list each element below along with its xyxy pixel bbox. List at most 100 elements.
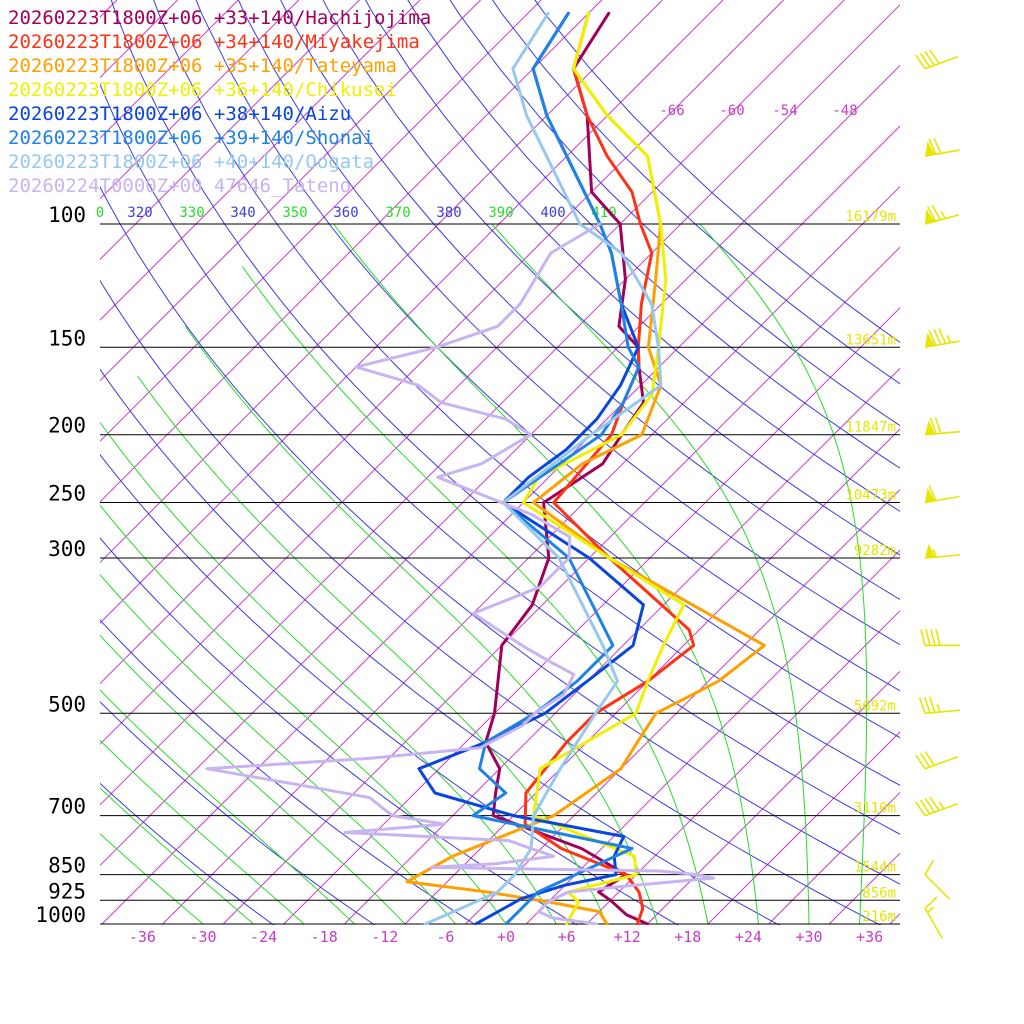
isotherm-line bbox=[889, 913, 900, 925]
isotherm-line bbox=[100, 0, 421, 321]
wind-barb-flag bbox=[929, 417, 937, 435]
dry-adiabat-line bbox=[100, 279, 882, 925]
isotherm-line bbox=[100, 64, 900, 867]
legend-entry: 20260223T1800Z+06 +33+140/Hachijojima bbox=[8, 7, 431, 29]
wind-barb-half-flag bbox=[932, 548, 937, 558]
moist-adiabat-line bbox=[100, 689, 355, 925]
moist-adiabat-line bbox=[100, 739, 305, 925]
wind-barb-staff bbox=[924, 495, 960, 504]
height-label: 11847m bbox=[845, 420, 896, 436]
dry-adiabat-line bbox=[153, 0, 900, 739]
wind-barb-flag bbox=[928, 696, 936, 713]
isotherm-line bbox=[100, 0, 481, 382]
temperature-tick-label: +18 bbox=[674, 928, 701, 946]
wind-barb-staff bbox=[924, 908, 944, 940]
moist-adiabat-line bbox=[699, 223, 868, 925]
pressure-label: 925 bbox=[48, 879, 86, 903]
wind-barb bbox=[924, 860, 951, 900]
wind-barb-flag bbox=[928, 485, 937, 501]
wind-barb bbox=[918, 696, 960, 715]
pressure-label: 1000 bbox=[35, 903, 86, 927]
height-label: 1544m bbox=[854, 860, 896, 876]
wind-barb-flag bbox=[929, 796, 940, 811]
isotherm-line bbox=[100, 0, 663, 564]
isotherm-line bbox=[525, 549, 900, 925]
wind-barb-staff bbox=[924, 55, 959, 70]
isotherm-line bbox=[1011, 0, 1024, 924]
theta-label: 330 bbox=[179, 205, 204, 221]
pressure-label: 700 bbox=[48, 795, 86, 819]
dry-adiabat-line bbox=[100, 619, 477, 925]
wind-barb-flag bbox=[929, 49, 940, 65]
isotherm-line bbox=[283, 307, 900, 925]
wind-barb bbox=[924, 896, 944, 940]
temperature-tick-label: +12 bbox=[614, 928, 641, 946]
temperature-profile-line bbox=[484, 11, 649, 925]
isotherm-line bbox=[100, 0, 784, 685]
dry-adiabat-line bbox=[195, 0, 900, 692]
legend-entry: 20260223T1800Z+06 +36+140/Chikusei bbox=[8, 79, 397, 101]
upper-isotherm-label: -54 bbox=[772, 103, 797, 119]
dry-adiabat-line bbox=[100, 701, 376, 925]
isotherm-line bbox=[222, 246, 900, 925]
wind-barb-pennant bbox=[925, 420, 935, 435]
wind-barb-flag bbox=[931, 205, 942, 221]
temperature-tick-label: -18 bbox=[311, 928, 338, 946]
pressure-label: 200 bbox=[48, 414, 86, 438]
wind-barb-pennant bbox=[925, 487, 935, 503]
wind-barb bbox=[924, 137, 960, 157]
legend-entry: 20260223T1800Z+06 +34+140/Miyakejima bbox=[8, 31, 420, 53]
legend-entry: 20260223T1800Z+06 +39+140/Shonai bbox=[8, 127, 374, 149]
isotherm-line bbox=[100, 0, 542, 442]
wind-barb-half-flag bbox=[938, 801, 945, 810]
legend-entry: 20260223T1800Z+06 +40+140/Oogata bbox=[8, 151, 374, 173]
wind-barb-staff bbox=[924, 755, 959, 770]
wind-barb-flag bbox=[924, 51, 936, 66]
wind-barb-flag bbox=[919, 799, 931, 815]
upper-isotherm-label: -48 bbox=[832, 103, 857, 119]
dry-adiabat-line bbox=[100, 83, 900, 835]
temperature-tick-label: -30 bbox=[189, 928, 216, 946]
isotherm-line bbox=[100, 4, 900, 806]
temperature-tick-label: +0 bbox=[497, 928, 515, 946]
wind-barb-flag bbox=[933, 137, 942, 154]
moist-adiabat-line bbox=[100, 504, 507, 925]
temperature-tick-label: -36 bbox=[129, 928, 156, 946]
isotherm-line bbox=[344, 367, 900, 925]
wind-barb bbox=[924, 205, 960, 225]
wind-barb-flag bbox=[938, 328, 947, 344]
height-label: 10473m bbox=[845, 488, 896, 504]
theta-label: 400 bbox=[540, 205, 565, 221]
moist-adiabat-line bbox=[100, 787, 254, 925]
theta-label: 370 bbox=[385, 205, 410, 221]
pressure-label: 150 bbox=[48, 326, 86, 350]
wind-barb-half-flag bbox=[940, 210, 946, 219]
theta-label: 390 bbox=[488, 205, 513, 221]
upper-isotherm-label: -60 bbox=[719, 103, 744, 119]
wind-barb-flag bbox=[924, 798, 936, 813]
wind-barb-staff bbox=[924, 709, 960, 715]
temperature-profile-line bbox=[523, 11, 696, 925]
dry-adiabat-line bbox=[322, 0, 900, 556]
temperature-tick-label: +6 bbox=[558, 928, 576, 946]
moist-adiabat-line bbox=[100, 833, 204, 925]
wind-barb-flag bbox=[928, 138, 937, 155]
isotherm-line bbox=[162, 185, 900, 925]
wind-barb-flag bbox=[928, 329, 937, 346]
pressure-label: 250 bbox=[48, 482, 86, 506]
wind-barb bbox=[924, 543, 960, 559]
wind-barb-half-flag bbox=[946, 334, 952, 344]
wind-barb-flag bbox=[924, 751, 936, 766]
wind-barb bbox=[915, 796, 959, 817]
dry-adiabat-line bbox=[364, 0, 900, 512]
isotherm-line bbox=[950, 0, 1024, 924]
isotherm-line bbox=[100, 0, 300, 200]
axis-labels: 100 16179m 150 13651m 200 11847m 250 10473m 300 9… bbox=[35, 103, 896, 946]
wind-barb bbox=[924, 328, 960, 349]
height-label: 216m bbox=[862, 909, 896, 925]
height-label: 9282m bbox=[854, 543, 896, 559]
height-label: 5692m bbox=[854, 698, 896, 714]
wind-barb-pennant bbox=[925, 543, 935, 558]
wind-barb-staff bbox=[924, 802, 959, 817]
height-label: 13651m bbox=[845, 332, 896, 348]
